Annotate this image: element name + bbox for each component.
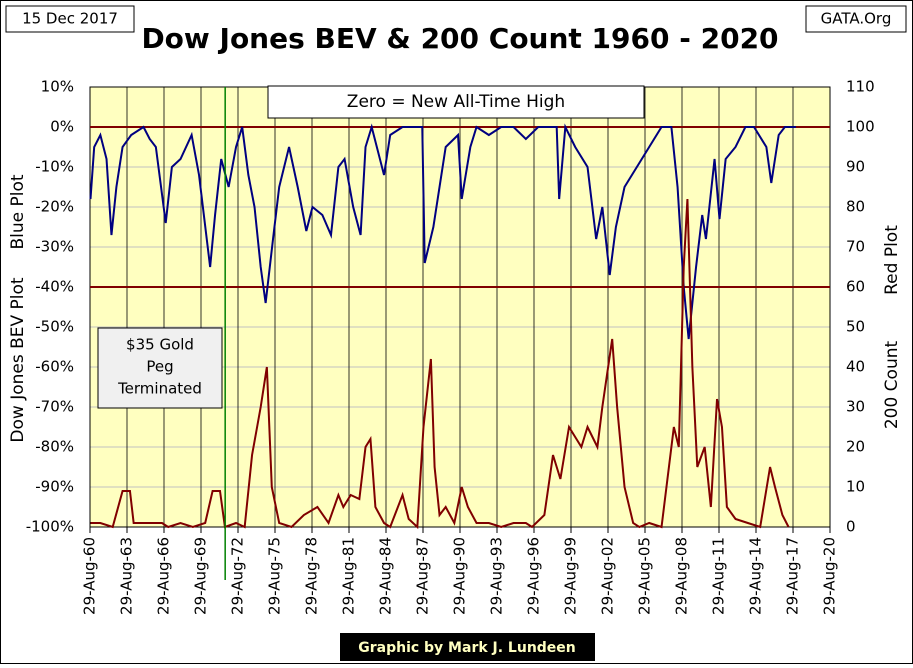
x-tick-label: 29-Aug-05 (636, 537, 654, 615)
x-tick-label: 29-Aug-96 (525, 537, 543, 615)
y2-tick-label: 0 (846, 518, 856, 536)
y-tick-label: -60% (35, 358, 74, 376)
x-tick-label: 29-Aug-87 (414, 537, 432, 615)
y2-tick-label: 30 (846, 398, 865, 416)
y-axis-label: Dow Jones BEV Plot (8, 277, 28, 443)
x-tick-label: 29-Aug-75 (266, 537, 284, 615)
annotation-text: $35 Gold (126, 336, 194, 354)
date: 15 Dec 2017 (22, 10, 118, 28)
x-tick-label: 29-Aug-63 (118, 537, 136, 615)
annotation-box (97, 327, 223, 409)
x-tick-label: 29-Aug-66 (155, 537, 173, 615)
y-axis-label: Blue Plot (8, 174, 28, 249)
y-tick-label: -30% (35, 238, 74, 256)
y2-tick-label: 50 (846, 318, 865, 336)
x-tick-label: 29-Aug-17 (784, 537, 802, 615)
y2-tick-label: 110 (846, 78, 875, 96)
y2-tick-label: 70 (846, 238, 865, 256)
y-tick-label: -90% (35, 478, 74, 496)
y2-axis-label: Red Plot (882, 225, 902, 295)
source: GATA.Org (821, 10, 892, 28)
footer: Graphic by Mark J. Lundeen (358, 640, 576, 656)
y-tick-label: -100% (26, 518, 74, 536)
note: Zero = New All-Time High (347, 92, 565, 112)
y2-tick-label: 40 (846, 358, 865, 376)
y-tick-label: -10% (35, 158, 74, 176)
y2-tick-label: 20 (846, 438, 865, 456)
x-tick-label: 29-Aug-84 (377, 537, 395, 615)
y2-tick-label: 100 (846, 118, 875, 136)
footer-box (340, 633, 595, 661)
chart-title: Dow Jones BEV & 200 Count 1960 - 2020 (141, 22, 778, 55)
y-tick-label: -80% (35, 438, 74, 456)
y2-tick-label: 10 (846, 478, 865, 496)
annotation-text: Terminated (117, 380, 202, 398)
x-tick-label: 29-Aug-78 (303, 537, 321, 615)
x-tick-label: 29-Aug-20 (821, 537, 839, 615)
y2-tick-label: 60 (846, 278, 865, 296)
y-tick-label: -70% (35, 398, 74, 416)
x-tick-label: 29-Aug-14 (747, 537, 765, 615)
x-tick-label: 29-Aug-90 (451, 537, 469, 615)
y2-axis-label: 200 Count (882, 341, 902, 430)
y2-tick-label: 80 (846, 198, 865, 216)
y-tick-label: -20% (35, 198, 74, 216)
x-tick-label: 29-Aug-72 (229, 537, 247, 615)
x-tick-label: 29-Aug-81 (340, 537, 358, 615)
y-tick-label: -50% (35, 318, 74, 336)
x-tick-label: 29-Aug-02 (599, 537, 617, 615)
series-line (89, 123, 796, 340)
x-tick-label: 29-Aug-60 (81, 537, 99, 615)
y2-tick-label: 90 (846, 158, 865, 176)
source-box (805, 5, 907, 33)
note-box (267, 85, 645, 119)
annotation-text: Peg (146, 358, 173, 376)
x-tick-label: 29-Aug-69 (192, 537, 210, 615)
x-tick-label: 29-Aug-08 (673, 537, 691, 615)
x-tick-label: 29-Aug-11 (710, 537, 728, 615)
x-tick-label: 29-Aug-99 (562, 537, 580, 615)
date-box (5, 5, 135, 33)
y-tick-label: -40% (35, 278, 74, 296)
y-tick-label: 0% (50, 118, 74, 136)
y-tick-label: 10% (41, 78, 74, 96)
x-tick-label: 29-Aug-93 (488, 537, 506, 615)
